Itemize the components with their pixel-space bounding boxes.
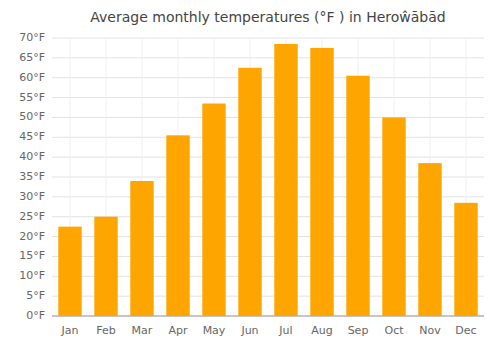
bar (130, 181, 153, 316)
y-tick-label: 50°F (19, 110, 45, 123)
y-tick-label: 30°F (19, 190, 45, 203)
grid (52, 38, 484, 316)
bar (166, 135, 189, 316)
title: Average monthly temperatures (°F ) in He… (90, 9, 445, 25)
bar (382, 117, 405, 316)
x-tick-label: Jul (278, 324, 292, 337)
x-tick-label: Jun (240, 324, 258, 337)
y-tick-label: 60°F (19, 71, 45, 84)
y-grid-line (52, 97, 484, 98)
y-tick-label: 15°F (19, 249, 45, 262)
x-tick-label: Apr (168, 324, 188, 337)
bar (58, 227, 81, 316)
bar (274, 44, 297, 316)
y-tick-label: 45°F (19, 130, 45, 143)
y-tick-label: 70°F (19, 31, 45, 44)
y-tick-label: 40°F (19, 150, 45, 163)
bar (202, 104, 225, 316)
bar (310, 48, 333, 316)
x-tick-label: Jan (61, 324, 79, 337)
y-grid-line (52, 57, 484, 58)
x-tick-label: Feb (96, 324, 115, 337)
bars (58, 44, 477, 316)
chart-svg: 0°F 5°F 10°F 15°F 20°F 25°F 30°F 35°F 40°F 45°F 50… (0, 0, 500, 350)
bar (454, 203, 477, 316)
x-tick-label: Sep (348, 324, 369, 337)
bar (238, 68, 261, 316)
axes: 0°F 5°F 10°F 15°F 20°F 25°F 30°F 35°F 40°F 45°F 50… (19, 31, 484, 337)
x-tick-label: Oct (384, 324, 404, 337)
y-tick-label: 65°F (19, 51, 45, 64)
x-tick-label: May (203, 324, 226, 337)
y-tick-label: 25°F (19, 210, 45, 223)
y-tick-label: 20°F (19, 230, 45, 243)
y-grid-line (52, 157, 484, 158)
y-tick-label: 10°F (19, 269, 45, 282)
x-tick-label: Aug (311, 324, 332, 337)
bar (94, 217, 117, 316)
y-grid-line (52, 137, 484, 138)
y-grid-line (52, 38, 484, 39)
x-tick-label: Nov (419, 324, 441, 337)
y-tick-label: 35°F (19, 170, 45, 183)
background (0, 0, 500, 350)
bar (418, 163, 441, 316)
x-tick-label: Mar (132, 324, 153, 337)
x-tick-label: Dec (455, 324, 476, 337)
bar (346, 76, 369, 316)
y-grid-line (52, 77, 484, 78)
chart-container: 0°F 5°F 10°F 15°F 20°F 25°F 30°F 35°F 40°F 45°F 50… (0, 0, 500, 350)
y-tick-label: 5°F (26, 289, 45, 302)
y-tick-label: 0°F (26, 309, 45, 322)
y-tick-label: 55°F (19, 91, 45, 104)
y-grid-line (52, 117, 484, 118)
